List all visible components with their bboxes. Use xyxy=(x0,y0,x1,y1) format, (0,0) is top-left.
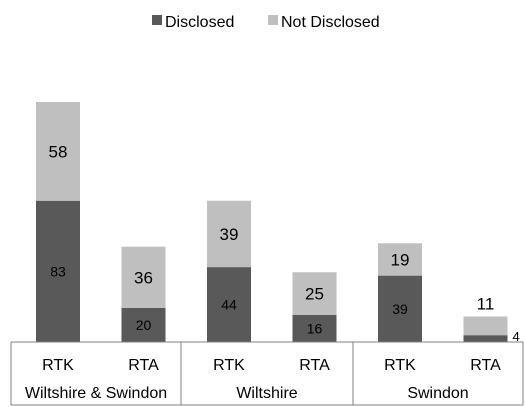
data-label-disclosed: 44 xyxy=(221,297,237,313)
category-tick-label: RTK xyxy=(42,357,74,374)
bar-not-disclosed xyxy=(121,246,166,308)
category-tick-label: RTA xyxy=(470,357,501,374)
legend: Disclosed Not Disclosed xyxy=(152,14,380,31)
data-label-not-disclosed: 36 xyxy=(134,268,153,287)
bar-not-disclosed xyxy=(292,272,337,315)
bar-not-disclosed xyxy=(463,316,508,336)
bar-disclosed xyxy=(207,267,251,342)
category-tick-label: RTA xyxy=(299,357,330,374)
data-label-not-disclosed: 39 xyxy=(220,225,239,244)
data-label-disclosed: 16 xyxy=(307,320,323,336)
legend-swatch-disclosed xyxy=(152,15,162,25)
data-label-not-disclosed: 58 xyxy=(49,142,68,161)
bar-disclosed xyxy=(121,307,166,342)
data-label-disclosed: 39 xyxy=(392,301,408,317)
data-label-not-disclosed: 19 xyxy=(391,250,410,269)
bar-not-disclosed xyxy=(378,243,422,276)
group-label: Swindon xyxy=(407,385,468,402)
data-label-not-disclosed: 11 xyxy=(477,294,495,313)
bar-not-disclosed xyxy=(207,200,251,268)
bar-disclosed xyxy=(36,200,80,342)
category-axis: RTK RTA RTK RTA RTK RTA Wiltshire & Swindon Wil… xyxy=(10,341,524,406)
category-tick-label: RTK xyxy=(213,357,245,374)
data-label-disclosed: 20 xyxy=(136,317,152,333)
bar-disclosed xyxy=(463,335,508,342)
category-tick-label: RTK xyxy=(384,357,416,374)
bar-disclosed xyxy=(292,314,337,342)
category-tick-label: RTA xyxy=(128,357,159,374)
group-label: Wiltshire & Swindon xyxy=(25,385,167,402)
plot-area: 83 58 20 36 44 39 16 25 39 19 4 11 xyxy=(36,102,520,344)
bar-not-disclosed xyxy=(36,102,80,201)
data-label-disclosed: 83 xyxy=(50,263,66,279)
legend-swatch-not-disclosed xyxy=(268,15,278,25)
bar-disclosed xyxy=(378,275,422,342)
data-label-not-disclosed: 25 xyxy=(305,284,324,303)
legend-label-disclosed: Disclosed xyxy=(165,14,234,31)
group-label: Wiltshire xyxy=(236,385,297,402)
legend-label-not-disclosed: Not Disclosed xyxy=(281,14,380,31)
data-label-disclosed: 4 xyxy=(513,329,520,344)
